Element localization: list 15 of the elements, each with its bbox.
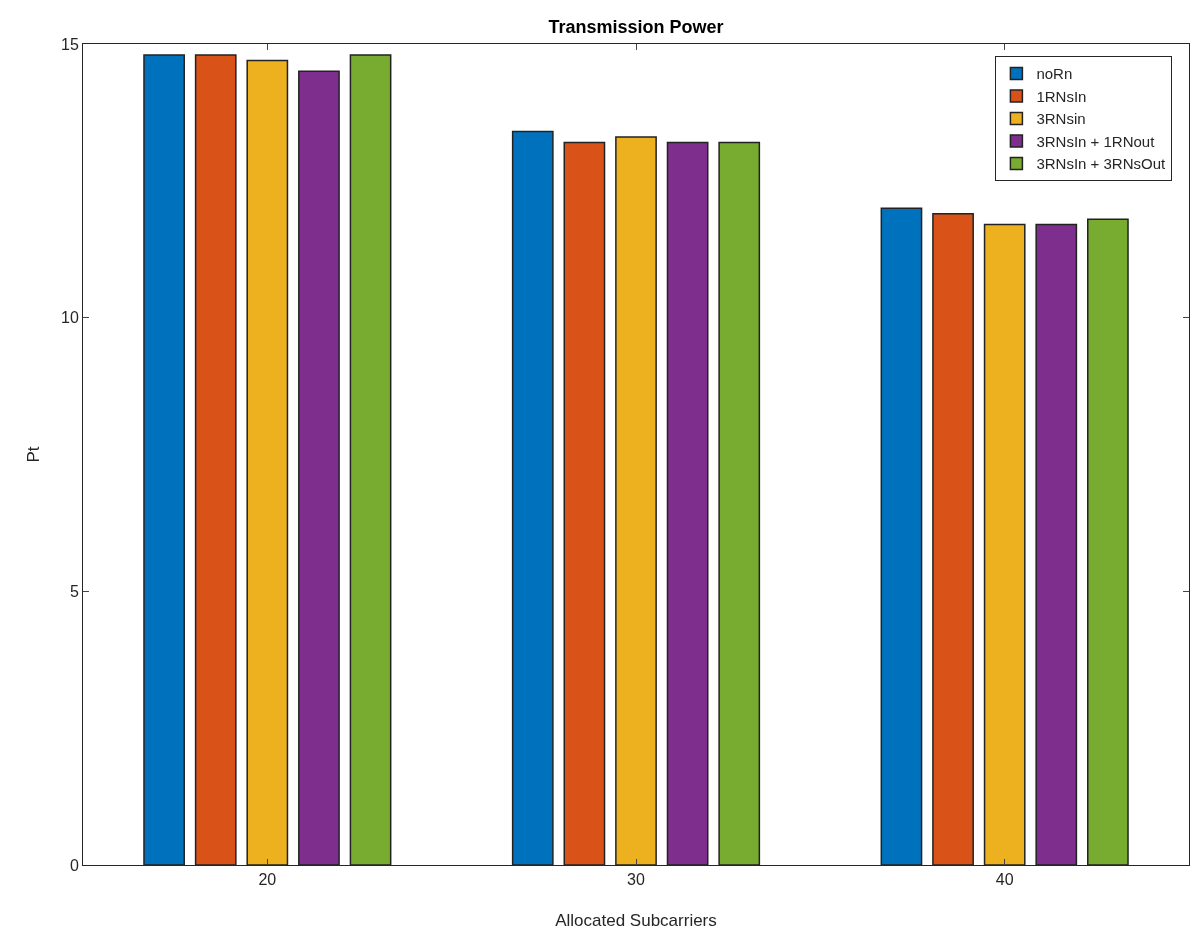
y-tick-label: 5 (69, 582, 79, 600)
x-tick-label: 30 (627, 871, 645, 889)
x-tick-label: 40 (995, 871, 1014, 889)
x-tick-label: 20 (258, 871, 277, 889)
chart-title: Transmission Power (548, 16, 724, 37)
y-tick-label: 10 (61, 309, 79, 327)
y-tick-label: 0 (69, 856, 79, 874)
x-axis-title: Allocated Subcarriers (555, 911, 717, 930)
legend-label: 1RNsIn (1036, 87, 1087, 105)
y-axis-title: Pt (24, 446, 43, 463)
legend-label: 3RNsin (1036, 110, 1086, 128)
legend-label: 3RNsIn + 1RNout (1036, 132, 1156, 150)
legend-label: 3RNsIn + 3RNsOut (1036, 155, 1167, 173)
y-tick-label: 15 (61, 35, 79, 53)
legend-label: noRn (1036, 65, 1073, 83)
